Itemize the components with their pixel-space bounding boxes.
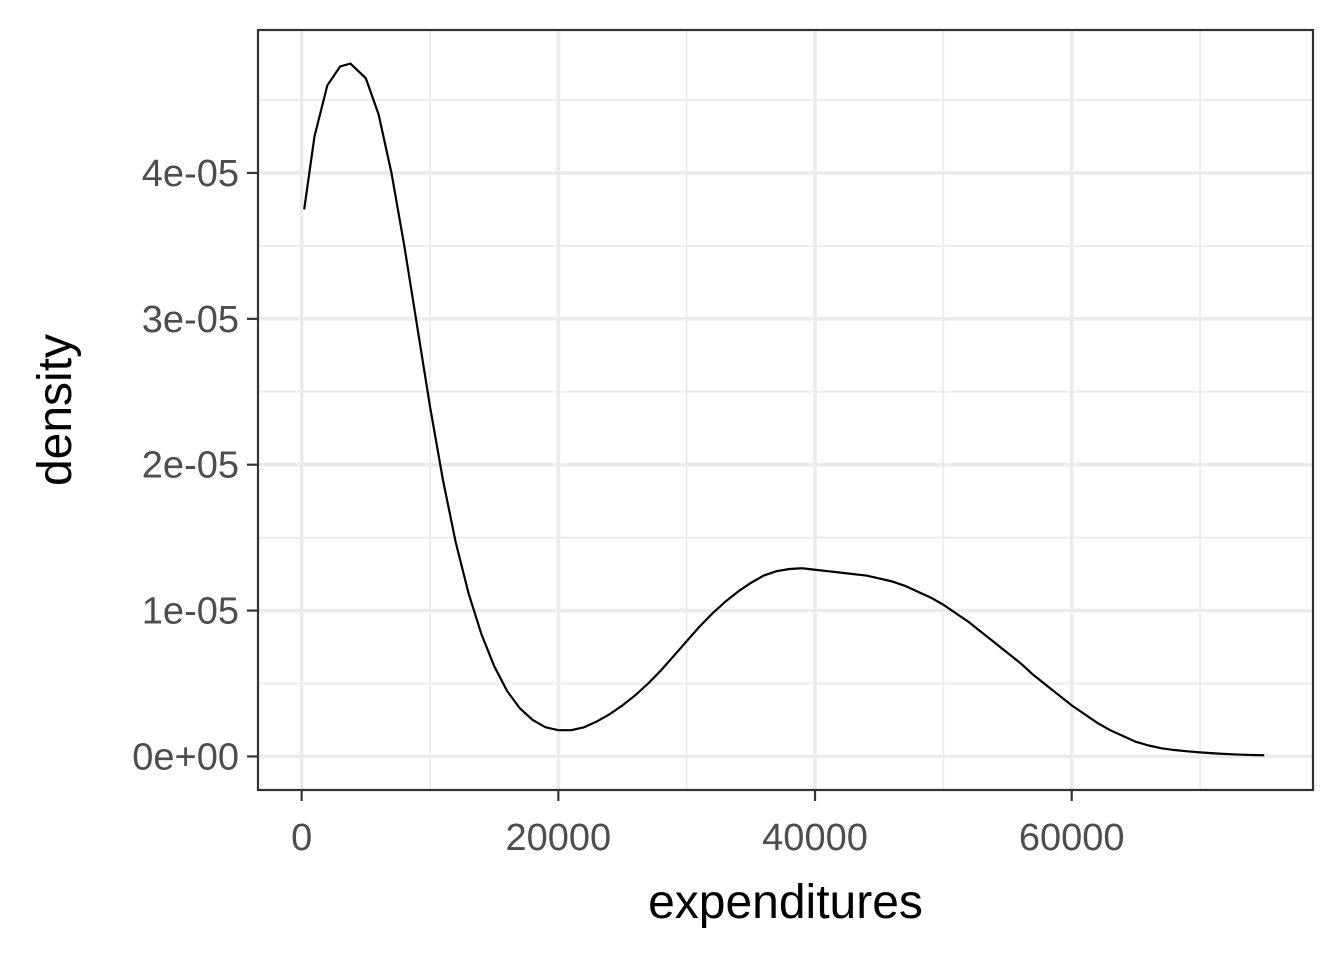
major-gridlines xyxy=(258,30,1313,790)
density-curve xyxy=(303,62,1265,757)
x-tick-label: 60000 xyxy=(1019,817,1125,859)
y-tick-label: 2e-05 xyxy=(142,445,239,487)
minor-gridlines xyxy=(258,30,1313,790)
plot-panel xyxy=(258,30,1313,790)
y-tick-label: 4e-05 xyxy=(142,153,239,195)
x-axis-title: expenditures xyxy=(648,876,923,929)
y-tick-label: 3e-05 xyxy=(142,299,239,341)
y-axis-title: density xyxy=(29,334,82,486)
y-axis: 0e+00 1e-05 2e-05 3e-05 4e-05 xyxy=(132,153,258,778)
x-tick-label: 40000 xyxy=(762,817,868,859)
x-axis: 0 20000 40000 60000 xyxy=(291,790,1125,859)
y-tick-label: 1e-05 xyxy=(142,591,239,633)
x-tick-label: 0 xyxy=(291,817,312,859)
y-tick-label: 0e+00 xyxy=(132,736,239,778)
x-tick-label: 20000 xyxy=(505,817,611,859)
panel-border xyxy=(256,28,1315,792)
